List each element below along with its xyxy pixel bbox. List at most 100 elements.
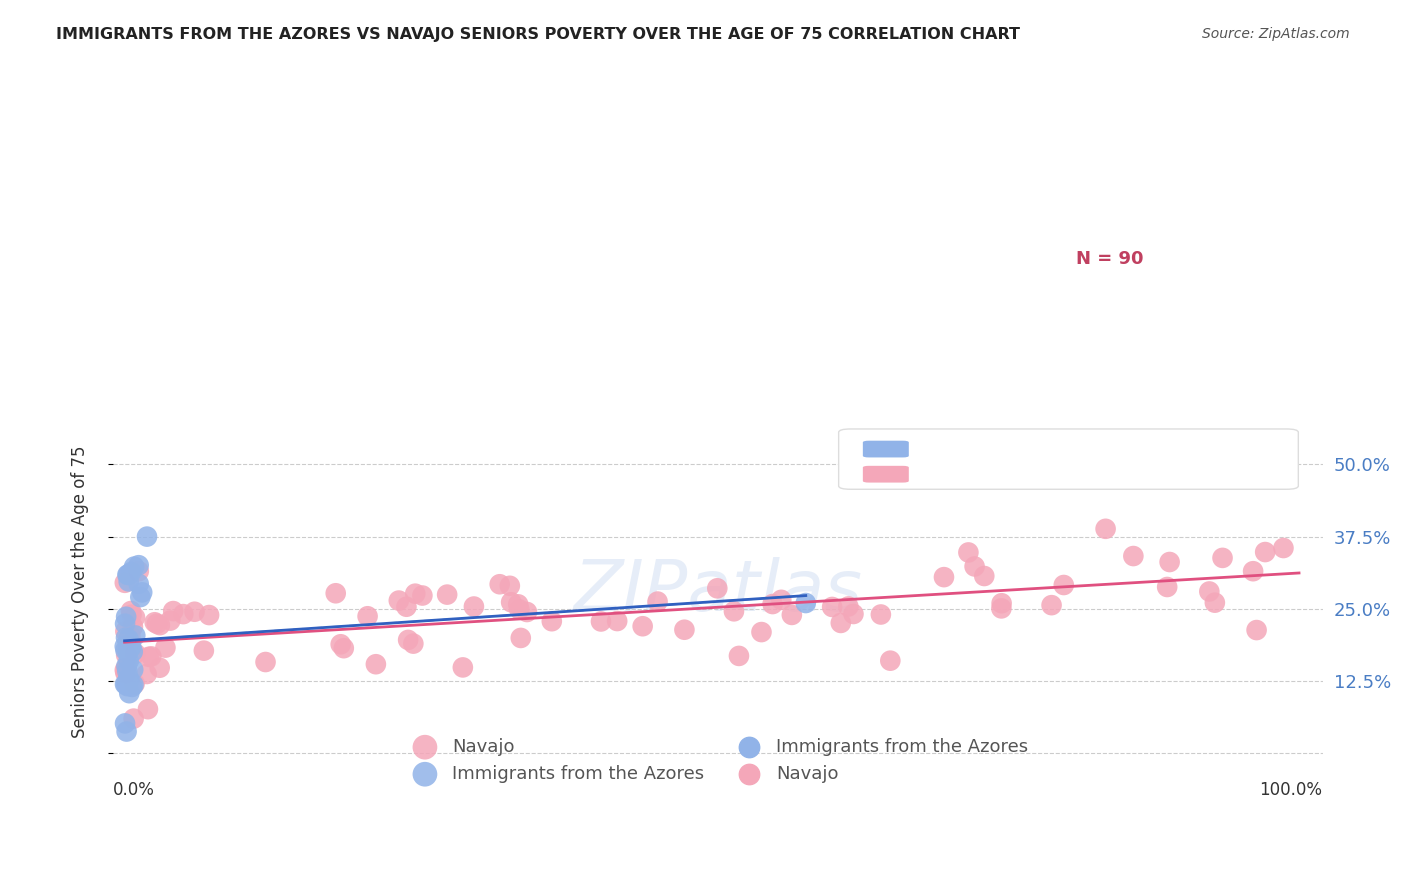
Text: R = 0.505: R = 0.505 xyxy=(911,440,1010,458)
Navajo xyxy=(762,597,785,611)
Immigrants from the Azores xyxy=(128,577,150,591)
Immigrants from the Azores xyxy=(114,716,136,731)
Navajo xyxy=(780,607,803,622)
Navajo xyxy=(155,640,177,655)
Navajo xyxy=(451,660,474,674)
Navajo xyxy=(146,616,169,631)
Navajo xyxy=(540,614,562,628)
Navajo xyxy=(1198,584,1220,599)
Navajo xyxy=(821,599,844,614)
Navajo xyxy=(488,577,510,591)
Navajo xyxy=(770,592,793,607)
Navajo xyxy=(193,643,215,657)
Navajo xyxy=(395,599,418,614)
Immigrants from the Azores xyxy=(120,640,142,654)
Navajo xyxy=(333,641,356,656)
Navajo xyxy=(1246,623,1268,637)
Navajo xyxy=(1094,522,1116,536)
Navajo xyxy=(325,586,347,600)
Navajo xyxy=(990,596,1012,610)
Navajo xyxy=(436,588,458,602)
Navajo xyxy=(728,648,751,663)
Navajo xyxy=(411,589,433,603)
Immigrants from the Azores xyxy=(118,673,141,687)
Navajo xyxy=(122,712,145,726)
Navajo xyxy=(508,602,530,616)
Navajo xyxy=(509,631,531,645)
Immigrants from the Azores xyxy=(114,643,136,657)
Navajo xyxy=(122,620,145,634)
Navajo xyxy=(149,618,172,632)
Navajo xyxy=(1122,549,1144,563)
Immigrants from the Azores xyxy=(117,671,139,685)
Navajo xyxy=(124,610,146,624)
Y-axis label: Seniors Poverty Over the Age of 75: Seniors Poverty Over the Age of 75 xyxy=(72,445,89,738)
Navajo xyxy=(114,665,136,680)
Immigrants from the Azores xyxy=(118,574,141,589)
Immigrants from the Azores xyxy=(131,585,153,599)
Navajo xyxy=(932,570,955,584)
Immigrants from the Azores xyxy=(115,631,138,645)
Navajo xyxy=(364,657,387,672)
Immigrants from the Azores xyxy=(114,640,136,654)
FancyBboxPatch shape xyxy=(838,429,1298,490)
Navajo xyxy=(516,605,538,619)
Navajo xyxy=(499,579,522,593)
Immigrants from the Azores xyxy=(117,664,139,678)
Immigrants from the Azores xyxy=(117,632,139,646)
Navajo xyxy=(463,599,485,614)
Text: 100.0%: 100.0% xyxy=(1260,780,1323,799)
Navajo xyxy=(388,593,411,607)
Navajo xyxy=(606,614,628,628)
Immigrants from the Azores xyxy=(118,654,141,668)
Navajo xyxy=(1204,596,1226,610)
Navajo xyxy=(159,614,181,628)
Text: ZIPatlas: ZIPatlas xyxy=(574,557,862,626)
Immigrants from the Azores xyxy=(117,645,139,659)
Navajo xyxy=(404,587,426,601)
Navajo xyxy=(329,637,352,651)
Immigrants from the Azores xyxy=(115,609,138,624)
Navajo xyxy=(1053,578,1076,592)
Text: Source: ZipAtlas.com: Source: ZipAtlas.com xyxy=(1202,27,1350,41)
Navajo xyxy=(115,648,138,662)
Navajo xyxy=(136,702,159,716)
Immigrants from the Azores xyxy=(122,663,145,677)
Navajo xyxy=(1159,555,1181,569)
Navajo xyxy=(1272,541,1295,555)
Navajo xyxy=(114,624,136,639)
Navajo xyxy=(356,609,378,624)
Navajo xyxy=(183,605,205,619)
Navajo xyxy=(128,564,150,578)
Navajo xyxy=(990,601,1012,615)
Immigrants from the Azores xyxy=(115,677,138,691)
Navajo xyxy=(254,655,277,669)
Navajo xyxy=(957,545,980,559)
Immigrants from the Azores xyxy=(121,680,143,694)
Navajo xyxy=(1156,580,1178,594)
Navajo xyxy=(723,604,745,618)
Immigrants from the Azores xyxy=(118,686,141,700)
Immigrants from the Azores xyxy=(122,559,145,574)
Immigrants from the Azores xyxy=(117,567,139,582)
FancyBboxPatch shape xyxy=(863,466,908,483)
Immigrants from the Azores xyxy=(128,558,150,573)
Navajo xyxy=(842,607,865,621)
Immigrants from the Azores xyxy=(117,640,139,655)
Immigrants from the Azores xyxy=(121,645,143,659)
Immigrants from the Azores xyxy=(115,659,138,673)
Navajo xyxy=(830,615,852,630)
Immigrants from the Azores xyxy=(118,638,141,652)
Navajo xyxy=(149,661,172,675)
Navajo xyxy=(124,677,146,691)
Navajo xyxy=(751,625,773,640)
Immigrants from the Azores xyxy=(114,677,136,691)
Legend: Navajo, Immigrants from the Azores, Immigrants from the Azores, Navajo: Navajo, Immigrants from the Azores, Immi… xyxy=(399,731,1036,790)
Navajo xyxy=(870,607,893,622)
Navajo xyxy=(673,623,696,637)
Immigrants from the Azores xyxy=(120,565,142,579)
Immigrants from the Azores xyxy=(115,724,138,739)
Text: N = 90: N = 90 xyxy=(1076,251,1143,268)
Navajo xyxy=(1040,598,1063,612)
Immigrants from the Azores xyxy=(122,678,145,692)
